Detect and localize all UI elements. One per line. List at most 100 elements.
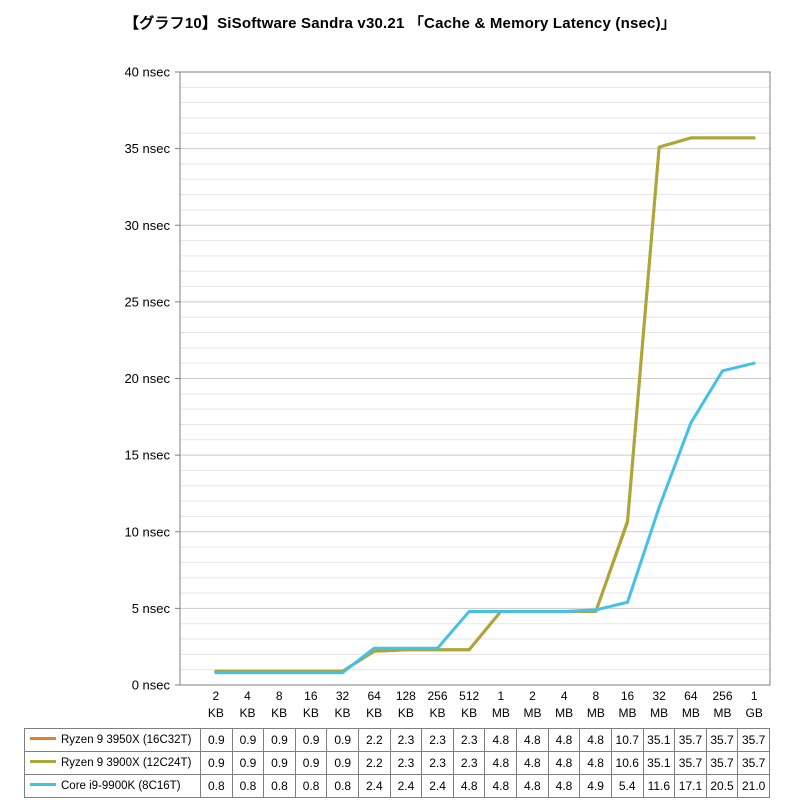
value-cell: 4.8 <box>516 728 549 752</box>
value-cell: 4.8 <box>547 728 581 752</box>
x-axis-label-unit: MB <box>555 706 573 720</box>
value-cell: 17.1 <box>674 774 707 798</box>
y-axis-tick-label: 15 nsec <box>124 448 170 463</box>
value-cell: 2.3 <box>452 751 486 775</box>
x-axis-label-size: 8 <box>276 689 283 703</box>
y-axis-tick-label: 20 nsec <box>124 371 170 386</box>
value-cell: 4.8 <box>579 728 612 752</box>
x-axis-label-unit: KB <box>461 706 477 720</box>
value-cell: 35.7 <box>737 728 770 752</box>
x-axis-label-unit: KB <box>334 706 350 720</box>
value-cell: 21.0 <box>737 774 770 798</box>
x-axis-label-size: 8 <box>592 689 599 703</box>
x-axis-label-size: 1 <box>497 689 504 703</box>
x-axis-label-size: 128 <box>396 689 416 703</box>
value-cell: 2.3 <box>452 728 486 752</box>
x-axis-label-unit: KB <box>208 706 224 720</box>
x-axis-label-size: 256 <box>427 689 447 703</box>
x-axis-label-size: 1 <box>751 689 758 703</box>
value-cell: 2.4 <box>421 774 454 798</box>
value-cell: 0.9 <box>294 728 328 752</box>
x-axis-label-size: 32 <box>652 689 666 703</box>
value-cell: 35.7 <box>705 751 739 775</box>
value-cell: 0.8 <box>294 774 328 798</box>
value-cell: 4.8 <box>516 774 549 798</box>
y-axis-tick-label: 5 nsec <box>132 601 171 616</box>
legend-swatch <box>30 760 56 764</box>
value-cell: 4.8 <box>484 774 518 798</box>
value-cell: 2.3 <box>389 751 423 775</box>
value-cell: 10.7 <box>610 728 644 752</box>
value-cell: 4.8 <box>579 751 612 775</box>
value-cell: 4.8 <box>516 751 549 775</box>
value-cell: 0.8 <box>231 774 265 798</box>
x-axis-label-unit: MB <box>619 706 637 720</box>
legend-cell: Ryzen 9 3900X (12C24T) <box>24 751 201 775</box>
x-axis-label-unit: KB <box>366 706 382 720</box>
legend-swatch <box>30 783 56 787</box>
legend-label: Ryzen 9 3950X (16C32T) <box>61 734 192 746</box>
x-axis-label-unit: KB <box>303 706 319 720</box>
value-cell: 2.4 <box>358 774 391 798</box>
x-axis-label-size: 256 <box>712 689 732 703</box>
x-axis-label-size: 64 <box>367 689 381 703</box>
value-cell: 0.9 <box>326 751 360 775</box>
value-cell: 4.8 <box>452 774 486 798</box>
y-axis-tick-label: 40 nsec <box>124 65 170 80</box>
x-axis-label-size: 64 <box>684 689 698 703</box>
value-cell: 35.1 <box>642 751 676 775</box>
value-cell: 0.9 <box>200 728 233 752</box>
x-axis-label-size: 16 <box>621 689 635 703</box>
table-row: Ryzen 9 3900X (12C24T) 0.9 0.9 0.9 0.9 0.9 2.2… <box>24 751 770 775</box>
value-cell: 0.9 <box>263 751 296 775</box>
series-line-3 <box>214 361 756 675</box>
series-line-2 <box>214 136 756 673</box>
x-axis-label-unit: KB <box>429 706 445 720</box>
value-cell: 2.3 <box>421 728 454 752</box>
value-cell: 0.8 <box>263 774 296 798</box>
value-table: Ryzen 9 3950X (16C32T) 0.9 0.9 0.9 0.9 0.9 2.2… <box>24 728 770 798</box>
series-line-1 <box>214 136 756 673</box>
value-cell: 4.8 <box>547 774 581 798</box>
value-cell: 0.9 <box>200 751 233 775</box>
x-axis-label-size: 2 <box>529 689 536 703</box>
value-cell: 0.9 <box>231 751 265 775</box>
x-axis-label-size: 4 <box>561 689 568 703</box>
chart-title: 【グラフ10】SiSoftware Sandra v30.21 「Cache &… <box>124 15 676 32</box>
x-axis-label-size: 2 <box>212 689 219 703</box>
x-axis-label-unit: KB <box>271 706 287 720</box>
x-axis-label-unit: MB <box>587 706 605 720</box>
value-cell: 4.8 <box>547 751 581 775</box>
y-axis-tick-label: 35 nsec <box>124 141 170 156</box>
y-axis-tick-label: 10 nsec <box>124 524 170 539</box>
x-axis-label-size: 4 <box>244 689 251 703</box>
value-cell: 0.9 <box>231 728 265 752</box>
y-axis-tick-label: 30 nsec <box>124 218 170 233</box>
value-cell: 2.4 <box>389 774 423 798</box>
x-axis-label-unit: MB <box>682 706 700 720</box>
value-cell: 2.2 <box>358 751 391 775</box>
value-cell: 0.9 <box>263 728 296 752</box>
value-cell: 0.8 <box>326 774 360 798</box>
x-axis-label-unit: KB <box>239 706 255 720</box>
table-row: Ryzen 9 3950X (16C32T) 0.9 0.9 0.9 0.9 0.9 2.2… <box>24 728 770 752</box>
value-cell: 4.8 <box>484 728 518 752</box>
value-cell: 0.8 <box>200 774 233 798</box>
value-cell: 11.6 <box>642 774 676 798</box>
x-axis-label-unit: MB <box>492 706 510 720</box>
x-axis-label-unit: GB <box>745 706 762 720</box>
legend-swatch <box>30 737 56 741</box>
table-row: Core i9-9900K (8C16T) 0.8 0.8 0.8 0.8 0.8 2.4 2… <box>24 774 770 798</box>
value-cell: 0.9 <box>326 728 360 752</box>
x-axis-label-size: 16 <box>304 689 318 703</box>
value-cell: 5.4 <box>610 774 644 798</box>
legend-cell: Core i9-9900K (8C16T) <box>24 774 201 798</box>
value-cell: 35.7 <box>705 728 739 752</box>
y-axis-tick-label: 25 nsec <box>124 294 170 309</box>
value-cell: 4.8 <box>484 751 518 775</box>
value-cell: 4.9 <box>579 774 612 798</box>
value-cell: 0.9 <box>294 751 328 775</box>
y-axis-tick-label: 0 nsec <box>132 678 171 693</box>
latency-line-chart: 0 nsec 5 nsec 10 nsec 15 nsec 20 nsec 25 nsec… <box>124 65 771 720</box>
x-axis-label-unit: MB <box>524 706 542 720</box>
